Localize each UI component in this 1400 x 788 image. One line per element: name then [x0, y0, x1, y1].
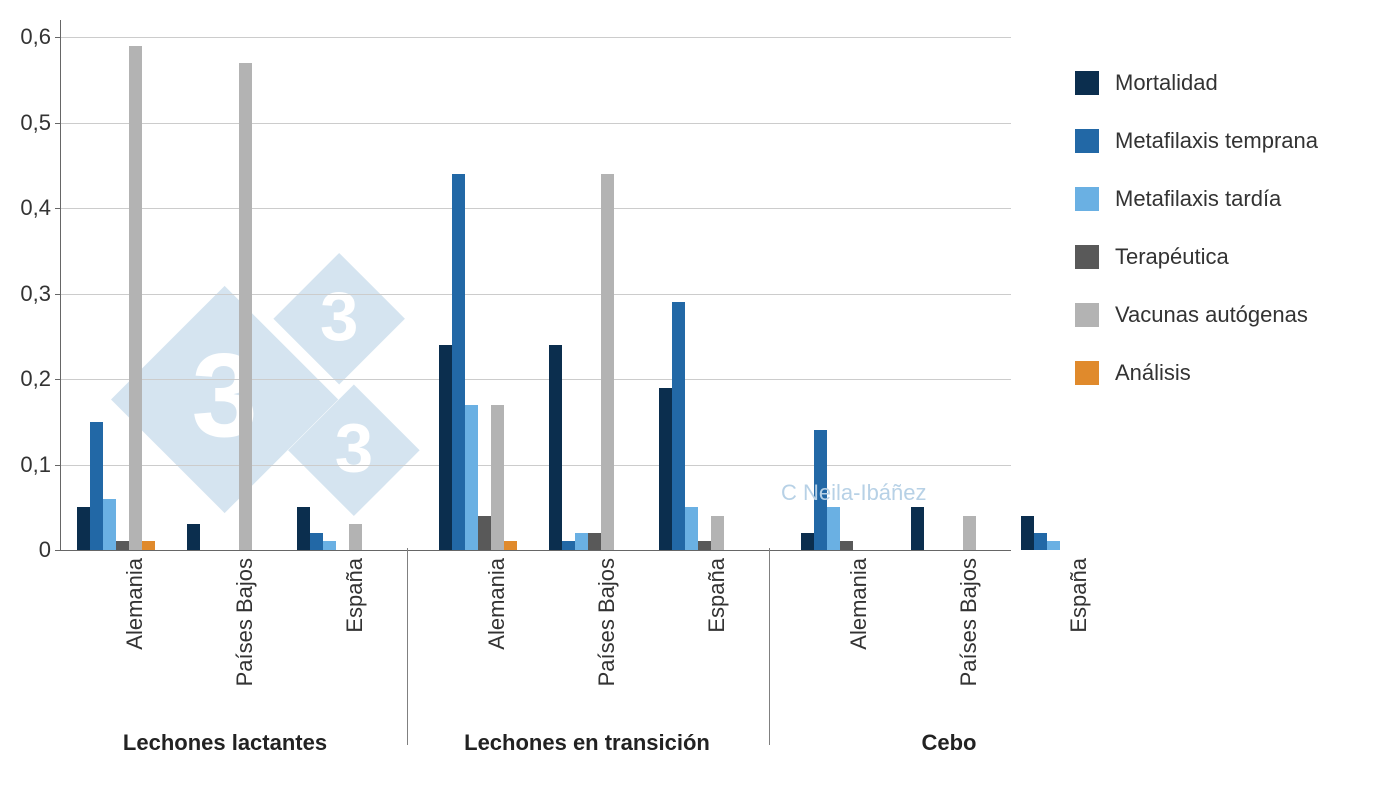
- y-tick-label: 0,6: [20, 24, 61, 50]
- y-gridline: [61, 123, 1011, 124]
- legend-label: Metafilaxis tardía: [1115, 186, 1281, 212]
- x-country-label: Alemania: [484, 558, 510, 708]
- bar-transicion-mortalidad: [439, 345, 452, 550]
- y-tick-label: 0,1: [20, 452, 61, 478]
- bar-transicion-mortalidad: [549, 345, 562, 550]
- bar-transicion-vacunas_autogenas: [601, 174, 614, 550]
- bar-cebo-metafilaxis_temprana: [814, 430, 827, 550]
- bar-cebo-metafilaxis_temprana: [1034, 533, 1047, 550]
- legend-swatch: [1075, 129, 1099, 153]
- plot-area: 33300,10,20,30,40,50,6C Neila-Ibáñez: [60, 20, 1011, 551]
- legend-item: Vacunas autógenas: [1075, 302, 1318, 328]
- legend-item: Mortalidad: [1075, 70, 1318, 96]
- svg-text:3: 3: [335, 409, 373, 486]
- legend-item: Análisis: [1075, 360, 1318, 386]
- bar-lactantes-analisis: [142, 541, 155, 550]
- y-gridline: [61, 465, 1011, 466]
- y-tick-label: 0: [39, 537, 61, 563]
- bar-lactantes-mortalidad: [77, 507, 90, 550]
- bar-cebo-metafilaxis_tardia: [827, 507, 840, 550]
- bar-lactantes-terapeutica: [116, 541, 129, 550]
- watermark: 333: [111, 235, 479, 534]
- bar-transicion-metafilaxis_tardia: [685, 507, 698, 550]
- x-phase-label: Lechones en transición: [464, 730, 710, 756]
- legend-swatch: [1075, 361, 1099, 385]
- y-tick-label: 0,2: [20, 366, 61, 392]
- bar-lactantes-vacunas_autogenas: [349, 524, 362, 550]
- bar-transicion-metafilaxis_temprana: [562, 541, 575, 550]
- x-country-label: Países Bajos: [232, 558, 258, 708]
- x-country-label: España: [704, 558, 730, 708]
- bar-cebo-vacunas_autogenas: [963, 516, 976, 550]
- svg-text:3: 3: [320, 278, 358, 355]
- bar-lactantes-metafilaxis_tardia: [323, 541, 336, 550]
- bar-transicion-metafilaxis_tardia: [575, 533, 588, 550]
- phase-separator: [407, 548, 408, 745]
- x-phase-label: Lechones lactantes: [123, 730, 327, 756]
- bar-transicion-vacunas_autogenas: [491, 405, 504, 550]
- bar-transicion-mortalidad: [659, 388, 672, 550]
- bar-cebo-metafilaxis_tardia: [1047, 541, 1060, 550]
- y-tick-label: 0,5: [20, 110, 61, 136]
- y-gridline: [61, 37, 1011, 38]
- x-phase-label: Cebo: [922, 730, 977, 756]
- bar-lactantes-vacunas_autogenas: [129, 46, 142, 550]
- y-tick-label: 0,4: [20, 195, 61, 221]
- bar-cebo-mortalidad: [801, 533, 814, 550]
- legend-item: Terapéutica: [1075, 244, 1318, 270]
- x-country-label: España: [1066, 558, 1092, 708]
- bar-transicion-terapeutica: [478, 516, 491, 550]
- legend-swatch: [1075, 303, 1099, 327]
- x-country-label: España: [342, 558, 368, 708]
- credit-text: C Neila-Ibáñez: [781, 480, 927, 506]
- legend-swatch: [1075, 245, 1099, 269]
- bar-transicion-analisis: [504, 541, 517, 550]
- legend-label: Análisis: [1115, 360, 1191, 386]
- x-country-label: Alemania: [122, 558, 148, 708]
- bar-lactantes-mortalidad: [297, 507, 310, 550]
- phase-separator: [769, 548, 770, 745]
- y-gridline: [61, 379, 1011, 380]
- y-tick-label: 0,3: [20, 281, 61, 307]
- legend-swatch: [1075, 187, 1099, 211]
- bar-cebo-mortalidad: [1021, 516, 1034, 550]
- bar-transicion-metafilaxis_tardia: [465, 405, 478, 550]
- bar-cebo-terapeutica: [840, 541, 853, 550]
- bar-cebo-mortalidad: [911, 507, 924, 550]
- bar-lactantes-metafilaxis_temprana: [310, 533, 323, 550]
- x-country-label: Alemania: [846, 558, 872, 708]
- legend-label: Mortalidad: [1115, 70, 1218, 96]
- bar-transicion-vacunas_autogenas: [711, 516, 724, 550]
- legend-item: Metafilaxis temprana: [1075, 128, 1318, 154]
- bar-transicion-terapeutica: [698, 541, 711, 550]
- legend-label: Metafilaxis temprana: [1115, 128, 1318, 154]
- bar-transicion-metafilaxis_temprana: [672, 302, 685, 550]
- legend-item: Metafilaxis tardía: [1075, 186, 1318, 212]
- legend-label: Terapéutica: [1115, 244, 1229, 270]
- x-country-label: Países Bajos: [956, 558, 982, 708]
- chart-container: 33300,10,20,30,40,50,6C Neila-IbáñezAlem…: [0, 0, 1400, 788]
- bar-lactantes-metafilaxis_temprana: [90, 422, 103, 550]
- y-gridline: [61, 294, 1011, 295]
- legend-swatch: [1075, 71, 1099, 95]
- legend-label: Vacunas autógenas: [1115, 302, 1308, 328]
- bar-lactantes-vacunas_autogenas: [239, 63, 252, 550]
- legend: Mortalidad Metafilaxis temprana Metafilaxi…: [1075, 70, 1318, 386]
- bar-lactantes-mortalidad: [187, 524, 200, 550]
- x-country-label: Países Bajos: [594, 558, 620, 708]
- bar-transicion-terapeutica: [588, 533, 601, 550]
- y-gridline: [61, 208, 1011, 209]
- bar-transicion-metafilaxis_temprana: [452, 174, 465, 550]
- bar-lactantes-metafilaxis_tardia: [103, 499, 116, 550]
